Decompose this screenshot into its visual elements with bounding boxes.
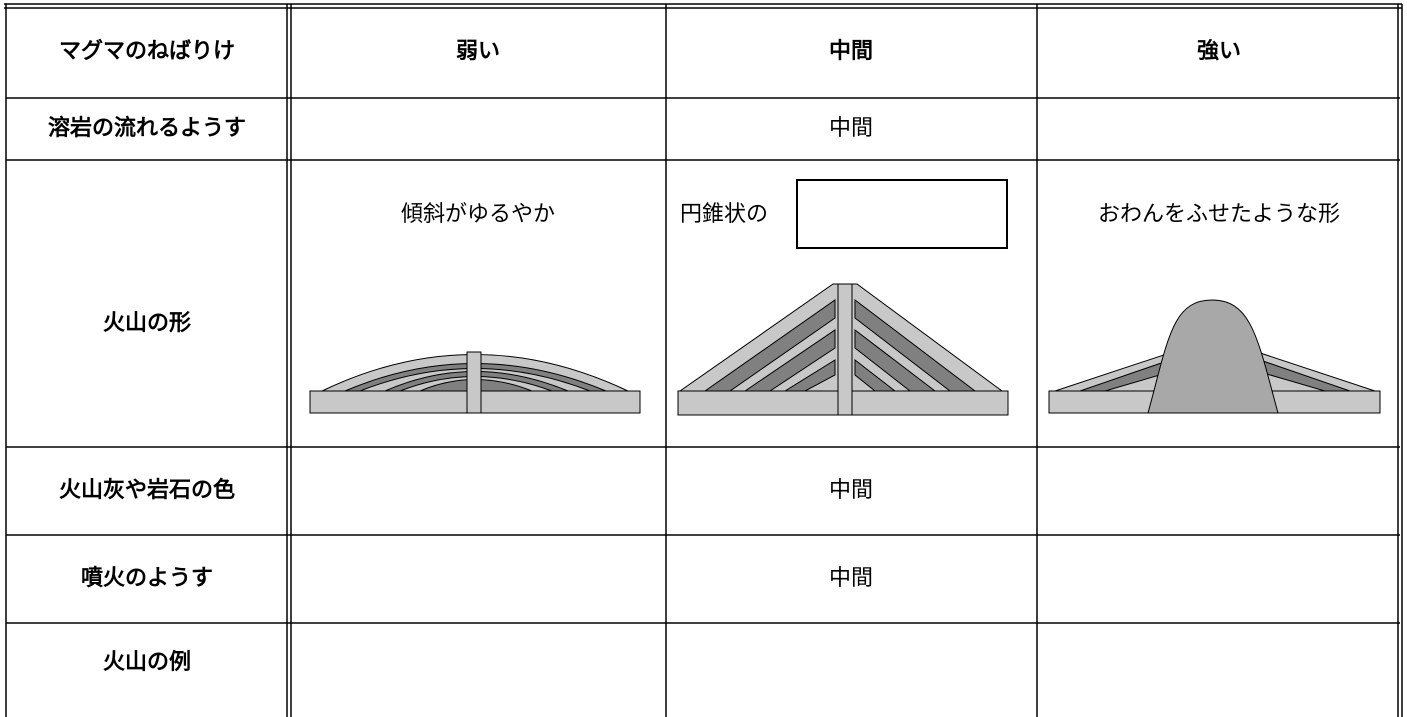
cell: 傾斜がゆるやか (401, 202, 555, 227)
table-borders (4, 3, 1403, 717)
dome-volcano-illustration (1048, 299, 1381, 414)
cell: 中間 (829, 478, 873, 503)
cell: おわんをふせたような形 (1098, 202, 1340, 227)
row-label: 火山灰や岩石の色 (59, 477, 235, 503)
cell: 円錐状の (680, 202, 768, 227)
cell: 中間 (829, 566, 873, 591)
row-label: 火山の形 (103, 311, 191, 336)
shield-volcano-illustration (309, 351, 641, 414)
header-cell: マグマのねばりけ (59, 38, 235, 64)
answer-box (796, 179, 1008, 249)
cell: 中間 (829, 116, 873, 141)
header-cell: 強い (1197, 38, 1241, 64)
header-cell: 弱い (456, 39, 500, 64)
row-label: 火山の例 (103, 650, 191, 675)
strato-volcano-illustration (677, 283, 1009, 416)
header-cell: 中間 (829, 39, 873, 64)
row-label: 溶岩の流れるようす (48, 115, 246, 141)
row-label: 噴火のようす (81, 565, 213, 591)
